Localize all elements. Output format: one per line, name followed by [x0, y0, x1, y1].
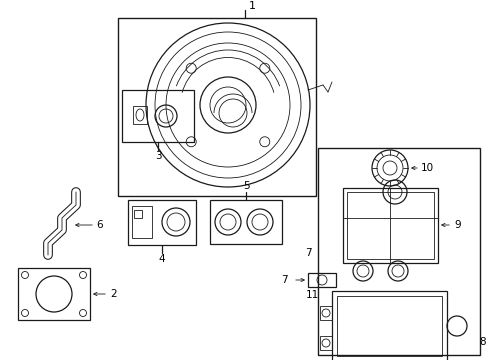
- Bar: [128, 200, 196, 245]
- Text: 1: 1: [248, 1, 255, 11]
- Text: 7: 7: [304, 248, 311, 258]
- Bar: [132, 206, 152, 238]
- Bar: [133, 106, 147, 124]
- Text: 5: 5: [242, 181, 249, 191]
- Bar: [331, 291, 446, 360]
- Text: 3: 3: [154, 151, 161, 161]
- Bar: [346, 192, 433, 259]
- Bar: [118, 18, 315, 196]
- Bar: [209, 200, 282, 244]
- Text: 4: 4: [159, 254, 165, 264]
- Text: 9: 9: [454, 220, 460, 230]
- Bar: [18, 268, 90, 320]
- Bar: [336, 296, 441, 356]
- Bar: [319, 306, 331, 320]
- Bar: [307, 273, 335, 287]
- Bar: [342, 188, 437, 263]
- Text: 8: 8: [479, 337, 486, 347]
- Bar: [319, 336, 331, 350]
- Text: 10: 10: [420, 163, 433, 173]
- Text: 6: 6: [97, 220, 103, 230]
- Text: 7: 7: [280, 275, 287, 285]
- Bar: [122, 90, 194, 142]
- Text: 11: 11: [305, 290, 318, 300]
- Bar: [134, 210, 142, 218]
- Text: 2: 2: [110, 289, 117, 299]
- Bar: [317, 148, 479, 355]
